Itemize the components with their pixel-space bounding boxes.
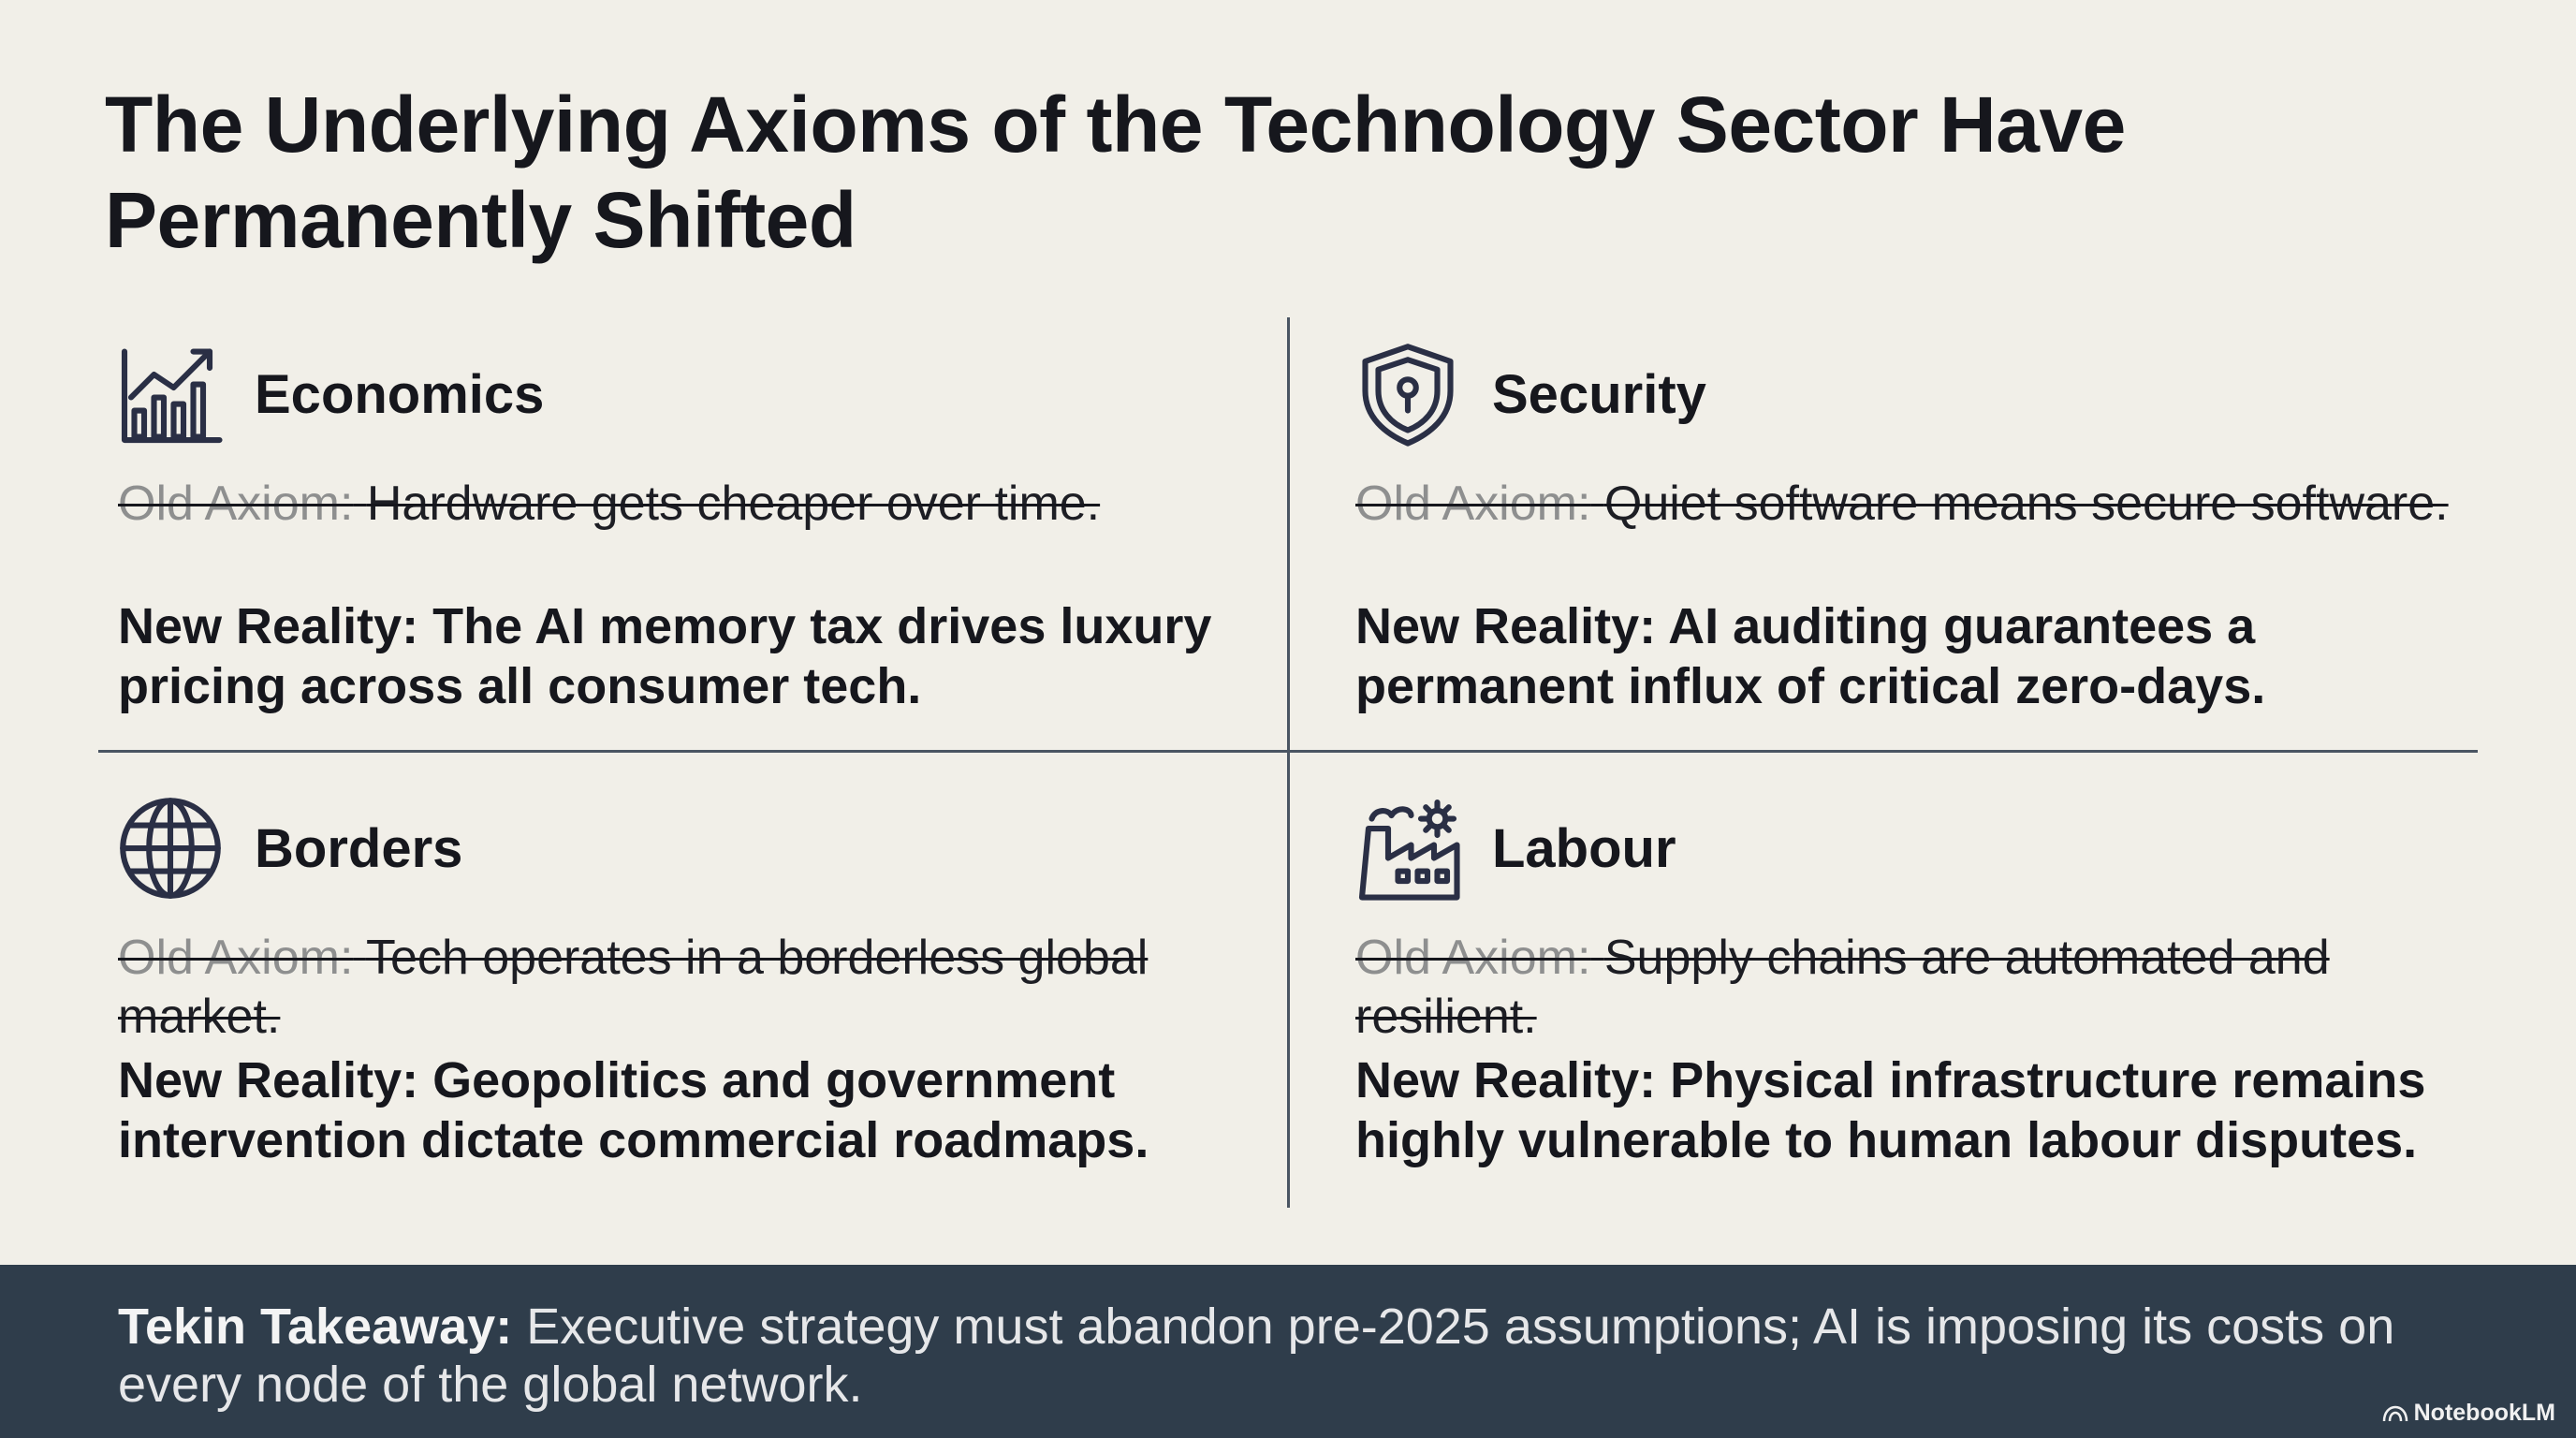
chart-icon [121,348,223,444]
old-axiom-label: Old Axiom: [1355,931,1591,985]
brand-name: NotebookLM [2413,1400,2555,1426]
quadrant: Security Old Axiom: Quiet software means… [1355,342,2497,716]
quadrant-heading: Economics [255,363,545,425]
quadrant-header: Labour [1355,796,2497,901]
old-axiom-text: Quiet software means secure software. [1603,477,2449,531]
new-reality: New Reality: The AI memory tax drives lu… [118,598,1212,714]
takeaway-bar: Tekin Takeaway: Executive strategy must … [0,1265,2576,1438]
old-axiom-label: Old Axiom: [118,477,354,531]
shield-icon [1362,344,1454,447]
old-axiom: Old Axiom: Tech operates in a borderless… [118,929,1260,1047]
quadrant-header: Borders [118,796,1260,901]
takeaway-text: Executive strategy must abandon pre-2025… [118,1299,2395,1413]
quadrant: Economics Old Axiom: Hardware gets cheap… [118,342,1260,716]
quadrant-header: Economics [118,342,1260,447]
old-axiom: Old Axiom: Quiet software means secure s… [1355,475,2497,593]
vertical-divider [1287,317,1290,1208]
quadrant-header: Security [1355,342,2497,447]
old-axiom-label: Old Axiom: [1355,477,1591,531]
brand: NotebookLM [2382,1400,2555,1427]
new-reality: New Reality: Physical infrastructure rem… [1355,1052,2426,1168]
new-reality: New Reality: AI auditing guarantees a pe… [1355,598,2266,714]
old-axiom-label: Old Axiom: [118,931,354,985]
globe-icon [120,798,221,899]
quadrant: Borders Old Axiom: Tech operates in a bo… [118,796,1260,1170]
old-axiom-text: Supply chains are automated and resilien… [1355,931,2330,1044]
new-reality: New Reality: Geopolitics and government … [118,1052,1149,1168]
horizontal-divider [98,750,2478,753]
old-axiom-text: Tech operates in a borderless global mar… [118,931,1149,1044]
quadrant-heading: Borders [255,817,463,879]
old-axiom-text: Hardware gets cheaper over time. [366,477,1101,531]
slide-title: The Underlying Axioms of the Technology … [105,81,2126,264]
quadrant: Labour Old Axiom: Supply chains are auto… [1355,796,2497,1170]
takeaway-label: Tekin Takeaway: [118,1299,513,1355]
brand-logo [2382,1405,2408,1421]
old-axiom: Old Axiom: Supply chains are automated a… [1355,929,2497,1047]
old-axiom: Old Axiom: Hardware gets cheaper over ti… [118,475,1260,593]
factory-icon [1358,799,1460,901]
quadrant-heading: Security [1492,363,1706,425]
takeaway: Tekin Takeaway: Executive strategy must … [118,1298,2514,1414]
quadrant-heading: Labour [1492,817,1676,879]
